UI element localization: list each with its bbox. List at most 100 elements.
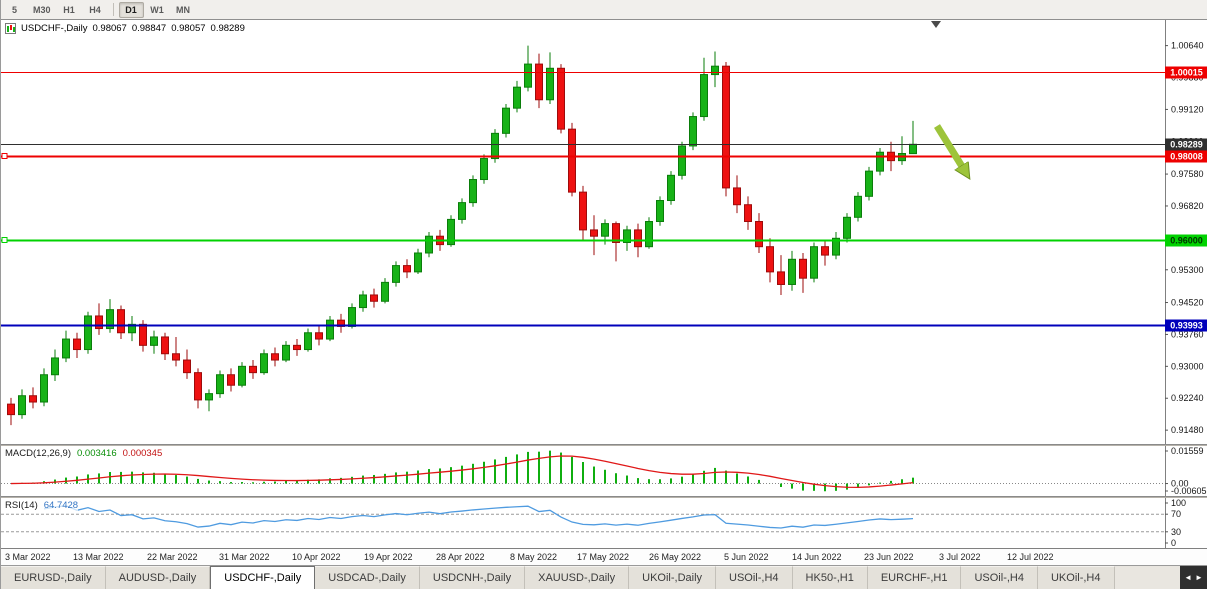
tab-audusd-daily[interactable]: AUDUSD-,Daily — [106, 566, 211, 589]
candle-body — [756, 222, 763, 247]
tab-usoil-h4[interactable]: USOil-,H4 — [961, 566, 1038, 589]
level-handle[interactable] — [2, 154, 7, 159]
timeframe-toolbar: 5M30H1H4 D1W1MN — [1, 0, 1207, 20]
tab-usoil-h4[interactable]: USOil-,H4 — [716, 566, 793, 589]
date-label: 3 Jul 2022 — [939, 552, 981, 562]
price-axis-label: 0.92240 — [1171, 393, 1204, 403]
macd-chart[interactable]: 0.015590.00-0.00605 — [1, 446, 1207, 496]
timeframe-button-h1[interactable]: H1 — [57, 2, 82, 18]
tab-hk50-h1[interactable]: HK50-,H1 — [793, 566, 868, 589]
price-level-badge-label: 1.00015 — [1170, 68, 1203, 78]
quote-symbol: USDCHF-,Daily — [21, 23, 88, 34]
tab-ukoil-h4[interactable]: UKOil-,H4 — [1038, 566, 1115, 589]
rsi-panel: 10070300 RSI(14) 64.7428 — [1, 498, 1207, 548]
rsi-value: 64.7428 — [44, 500, 78, 511]
candle-body — [492, 133, 499, 158]
candle-body — [272, 354, 279, 360]
macd-label-line: MACD(12,26,9) 0.003416 0.000345 — [5, 448, 162, 459]
candle-body — [228, 375, 235, 385]
candle-body — [52, 358, 59, 375]
candle-body — [371, 295, 378, 301]
tabs-scroll-left-icon[interactable]: ◄ — [1184, 573, 1192, 582]
candle-body — [690, 117, 697, 146]
price-axis-label: 0.96820 — [1171, 201, 1204, 211]
candle-body — [74, 339, 81, 349]
candle-body — [382, 282, 389, 301]
price-axis-label: 0.95300 — [1171, 265, 1204, 275]
date-label: 19 Apr 2022 — [364, 552, 413, 562]
timeframe-button-d1[interactable]: D1 — [119, 2, 144, 18]
candlestick-chart-icon — [5, 23, 16, 34]
candle-body — [184, 360, 191, 373]
candle-body — [679, 146, 686, 175]
candle-body — [668, 175, 675, 200]
rsi-axis-label: 70 — [1171, 509, 1181, 519]
candle-body — [822, 247, 829, 255]
tab-eurchf-h1[interactable]: EURCHF-,H1 — [868, 566, 962, 589]
candle-body — [734, 188, 741, 205]
candle-body — [778, 272, 785, 285]
tab-usdcnh-daily[interactable]: USDCNH-,Daily — [420, 566, 525, 589]
candle-body — [657, 201, 664, 222]
candle-body — [525, 64, 532, 87]
price-axis-label: 0.99120 — [1171, 104, 1204, 114]
chart-shift-marker-icon[interactable] — [931, 21, 941, 28]
candle-body — [41, 375, 48, 402]
tab-eurusd-daily[interactable]: EURUSD-,Daily — [1, 566, 106, 589]
candle-body — [701, 75, 708, 117]
tab-usdcad-daily[interactable]: USDCAD-,Daily — [315, 566, 420, 589]
tab-scroll-buttons: ◄ ► — [1180, 566, 1207, 589]
tab-usdchf-daily[interactable]: USDCHF-,Daily — [210, 566, 315, 589]
time-axis[interactable]: 3 Mar 202213 Mar 202222 Mar 202231 Mar 2… — [1, 548, 1207, 565]
date-label: 28 Apr 2022 — [436, 552, 485, 562]
tabs-scroll-right-icon[interactable]: ► — [1195, 573, 1203, 582]
candle-body — [580, 192, 587, 230]
candle-body — [261, 354, 268, 373]
timeframe-button-m30[interactable]: M30 — [28, 2, 56, 18]
timeframe-button-mn[interactable]: MN — [171, 2, 196, 18]
price-chart[interactable]: 1.006400.998800.991200.983600.975800.968… — [1, 20, 1207, 444]
candle-body — [635, 230, 642, 247]
timeframe-button-5[interactable]: 5 — [2, 2, 27, 18]
mt4-window: 5M30H1H4 D1W1MN 1.006400.998800.991200.98… — [0, 0, 1207, 589]
price-axis-label: 0.94520 — [1171, 298, 1204, 308]
annotation-arrow[interactable] — [937, 126, 963, 168]
candle-body — [305, 333, 312, 350]
candle-body — [96, 316, 103, 329]
quote-line: USDCHF-,Daily 0.98067 0.98847 0.98057 0.… — [5, 23, 245, 34]
candle-body — [19, 396, 26, 415]
candle-body — [217, 375, 224, 394]
price-axis-label: 1.00640 — [1171, 41, 1204, 51]
candle-body — [459, 203, 466, 220]
tab-ukoil-daily[interactable]: UKOil-,Daily — [629, 566, 716, 589]
level-handle[interactable] — [2, 238, 7, 243]
candle-body — [195, 373, 202, 400]
candle-body — [404, 266, 411, 272]
candle-body — [712, 66, 719, 74]
rsi-axis-label: 0 — [1171, 538, 1176, 548]
date-label: 22 Mar 2022 — [147, 552, 198, 562]
rsi-label-line: RSI(14) 64.7428 — [5, 500, 78, 511]
tab-xauusd-daily[interactable]: XAUUSD-,Daily — [525, 566, 629, 589]
price-level-badge-label: 0.98008 — [1170, 152, 1203, 162]
price-chart-panel: 1.006400.998800.991200.983600.975800.968… — [1, 20, 1207, 444]
date-label: 3 Mar 2022 — [5, 552, 51, 562]
rsi-name: RSI(14) — [5, 500, 38, 511]
candle-body — [250, 366, 257, 372]
candle-body — [503, 108, 510, 133]
price-level-badge-label: 0.93993 — [1170, 321, 1203, 331]
candle-body — [8, 404, 15, 414]
candle-body — [140, 324, 147, 345]
candle-body — [591, 230, 598, 236]
candle-body — [206, 394, 213, 400]
candle-body — [360, 295, 367, 308]
timeframe-button-h4[interactable]: H4 — [83, 2, 108, 18]
price-axis-label: 0.93000 — [1171, 361, 1204, 371]
date-label: 31 Mar 2022 — [219, 552, 270, 562]
date-label: 23 Jun 2022 — [864, 552, 914, 562]
candle-body — [800, 259, 807, 278]
timeframe-button-w1[interactable]: W1 — [145, 2, 170, 18]
quote-open: 0.98067 — [93, 23, 127, 34]
quote-low: 0.98057 — [171, 23, 205, 34]
rsi-chart[interactable]: 10070300 — [1, 498, 1207, 548]
